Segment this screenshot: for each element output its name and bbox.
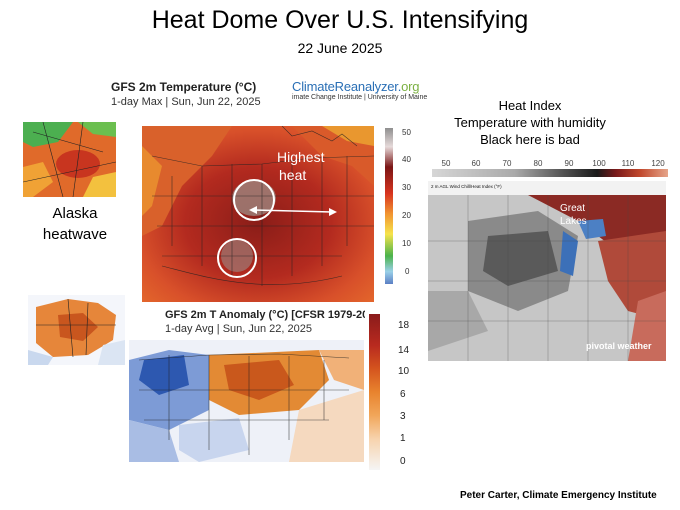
- highest-heat-circle-south: [217, 238, 257, 278]
- great-lakes-label-line2: Lakes: [560, 216, 587, 227]
- heat-index-map: 2 m AGL Wind Chill/Heat Index (°F) Great…: [428, 181, 666, 361]
- alaska-label-line1: Alaska: [52, 205, 98, 222]
- hi-tick: 100: [592, 159, 606, 168]
- temp-tick: 0: [405, 267, 410, 276]
- anomaly-tick: 14: [398, 345, 409, 356]
- logo-main-text: ClimateReanalyzer.: [292, 79, 402, 94]
- alaska-heatwave-label: Alaska heatwave: [25, 203, 125, 245]
- great-lakes-label-line1: Great: [560, 203, 585, 214]
- temp-tick: 20: [402, 211, 411, 220]
- hi-tick: 80: [534, 159, 543, 168]
- anomaly-tick: 18: [398, 320, 409, 331]
- anomaly-map-subtitle: 1-day Avg | Sun, Jun 22, 2025: [165, 323, 312, 335]
- heat-arrow-left-head: [249, 206, 257, 214]
- temp-map-subtitle: 1-day Max | Sun, Jun 22, 2025: [111, 96, 261, 108]
- logo-institute: imate Change Institute | University of M…: [292, 94, 428, 101]
- temp-tick: 50: [402, 128, 411, 137]
- anomaly-tick: 10: [398, 366, 409, 377]
- hi-tick: 50: [442, 159, 451, 168]
- hi-tick: 110: [622, 159, 635, 168]
- page-title: Heat Dome Over U.S. Intensifying: [151, 6, 529, 34]
- anomaly-tick: 3: [400, 411, 406, 422]
- heat-arrow-right-head: [329, 208, 337, 216]
- pivotal-weather-watermark: pivotal weather: [586, 341, 652, 351]
- alaska-temp-map: [23, 122, 116, 197]
- heat-arrow-line: [253, 209, 333, 213]
- alaska-anomaly-map: [28, 295, 125, 365]
- hi-tick: 120: [651, 159, 665, 168]
- hi-tick: 90: [565, 159, 574, 168]
- heat-index-title-line1: Heat Index: [498, 98, 562, 113]
- highest-heat-circle-north: [233, 179, 275, 221]
- anomaly-tick: 1: [400, 433, 406, 444]
- temp-map-title: GFS 2m Temperature (°C): [111, 80, 257, 94]
- heat-index-title-line3: Black here is bad: [480, 132, 580, 147]
- anomaly-colorbar: 18 14 10 6 3 1 0: [369, 314, 409, 470]
- temp-tick: 10: [402, 239, 411, 248]
- hi-tick: 60: [472, 159, 481, 168]
- temp-colorbar: 50 40 30 20 10 0: [385, 128, 411, 284]
- heat-index-scale: 50 60 70 80 90 100 110 120: [432, 159, 668, 177]
- temp-max-map: Highest heat: [142, 126, 374, 302]
- logo-org-text: org: [401, 79, 420, 94]
- alaska-label-line2: heatwave: [42, 226, 108, 243]
- anomaly-tick: 0: [400, 456, 406, 467]
- page-date: 22 June 2025: [297, 40, 383, 56]
- hi-tick: 70: [503, 159, 512, 168]
- annotation-highest: Highest: [277, 149, 325, 165]
- temp-tick: 40: [402, 155, 411, 164]
- author-credit: Peter Carter, Climate Emergency Institut…: [460, 490, 657, 501]
- anomaly-map-title: GFS 2m T Anomaly (°C) [CFSR 1979-2000 ]: [165, 309, 365, 321]
- heat-index-title-line2: Temperature with humidity: [454, 115, 606, 130]
- heat-index-title: Heat Index Temperature with humidity Bla…: [430, 97, 630, 148]
- temp-tick: 30: [402, 183, 411, 192]
- anomaly-tick: 6: [400, 389, 406, 400]
- annotation-heat: heat: [279, 167, 306, 183]
- temp-anomaly-map: [129, 340, 364, 462]
- climate-reanalyzer-logo: ClimateReanalyzer.org: [292, 79, 420, 94]
- heat-index-header-text: 2 m AGL Wind Chill/Heat Index (°F): [431, 184, 502, 189]
